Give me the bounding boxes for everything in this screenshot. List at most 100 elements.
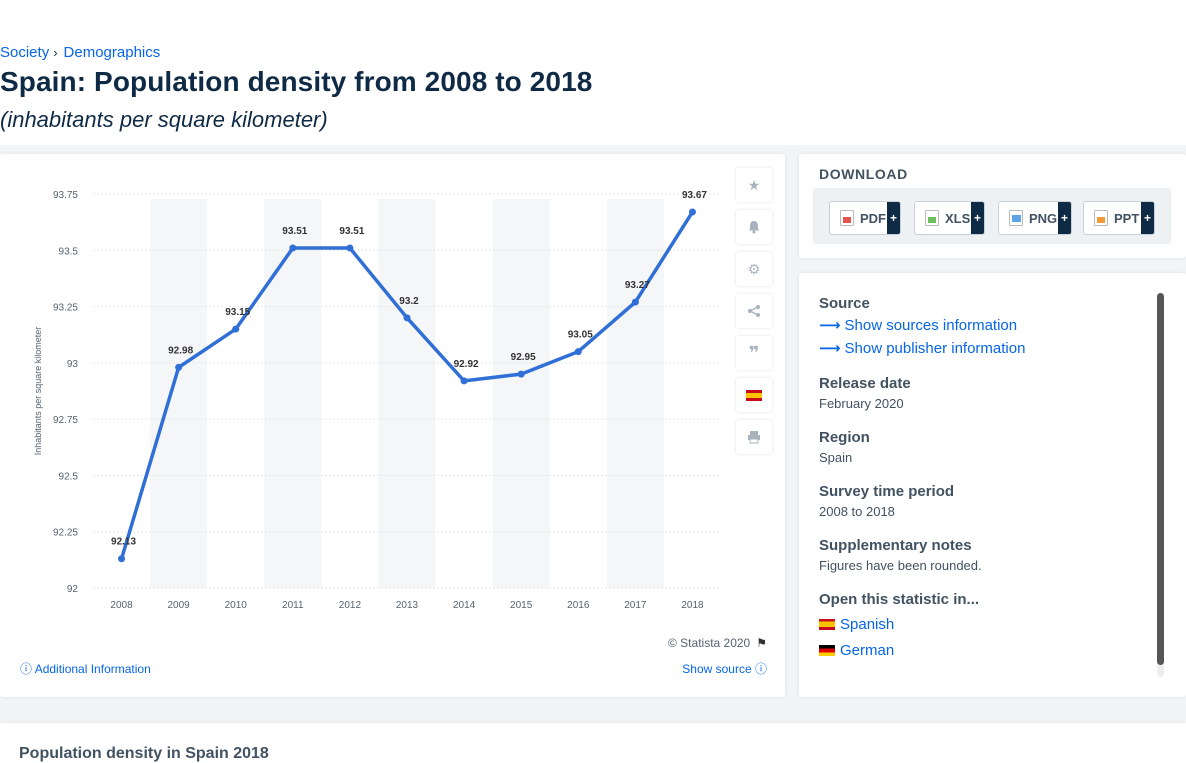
info-icon: ⓘ — [754, 662, 767, 676]
source-heading: Source — [819, 295, 870, 312]
chart-card: 92 92.25 92.5 92.75 93 93.25 93.5 93.75 2008 2009… — [0, 154, 785, 697]
y-tick-label: 93.25 — [53, 303, 78, 314]
gear-icon[interactable]: ⚙ — [736, 252, 772, 286]
scrollbar-thumb[interactable] — [1157, 293, 1164, 665]
survey-period-value: 2008 to 2018 — [819, 504, 895, 519]
column-band — [378, 199, 436, 588]
x-tick-label: 2016 — [567, 600, 590, 611]
x-tick-label: 2012 — [339, 600, 362, 611]
data-point — [574, 348, 582, 356]
share-icon[interactable] — [736, 294, 772, 328]
page-subtitle: (inhabitants per square kilometer) — [0, 107, 328, 132]
x-tick-label: 2013 — [396, 600, 419, 611]
data-label: 93.27 — [625, 280, 650, 291]
open-in-german-link[interactable]: German — [819, 642, 1159, 659]
column-band — [606, 199, 664, 588]
statista-credit: © Statista 2020 ⚑ — [668, 636, 767, 650]
download-card: DOWNLOAD PDF + XLS + PNG + PPT + — [799, 154, 1186, 258]
spain-flag-icon[interactable] — [736, 378, 772, 412]
pdf-file-icon — [840, 210, 854, 226]
column-band — [492, 199, 550, 588]
data-point — [118, 555, 126, 563]
region-value: Spain — [819, 450, 853, 465]
y-tick-label: 93 — [67, 359, 79, 370]
data-label: 93.51 — [339, 226, 364, 237]
germany-flag-icon — [819, 645, 835, 656]
supplementary-notes-value: Figures have been rounded. — [819, 558, 982, 573]
show-sources-label: Show sources information — [844, 317, 1018, 334]
info-content: Source ⟶ Show sources information ⟶ Show p… — [819, 295, 1159, 668]
x-tick-label: 2010 — [225, 600, 248, 611]
x-tick-label: 2017 — [624, 600, 647, 611]
data-point — [688, 208, 696, 216]
breadcrumb-demographics[interactable]: Demographics — [63, 44, 161, 61]
x-tick-label: 2008 — [110, 600, 133, 611]
xls-plus-icon: + — [971, 202, 984, 234]
quote-icon[interactable]: ❞ — [736, 336, 772, 370]
download-png-button[interactable]: PNG + — [998, 201, 1072, 235]
spain-flag-icon — [819, 619, 835, 630]
breadcrumb-separator: › — [53, 45, 58, 60]
download-pdf-button[interactable]: PDF + — [829, 201, 901, 235]
show-sources-link[interactable]: ⟶ Show sources information — [819, 316, 1159, 334]
data-point — [631, 298, 639, 306]
data-label: 92.13 — [111, 537, 136, 548]
y-tick-label: 93.5 — [59, 246, 79, 257]
x-tick-label: 2014 — [453, 600, 476, 611]
show-source-link[interactable]: Show source ⓘ — [682, 660, 767, 677]
download-ppt-label: PPT — [1114, 210, 1140, 226]
related-title: Population density in Spain 2018 — [19, 745, 269, 762]
star-icon[interactable]: ★ — [736, 168, 772, 202]
data-label: 92.95 — [511, 352, 536, 363]
x-tick-label: 2011 — [282, 600, 304, 611]
arrow-right-icon: ⟶ — [819, 317, 841, 334]
arrow-right-icon: ⟶ — [819, 340, 841, 357]
report-flag-icon[interactable]: ⚑ — [756, 636, 767, 650]
print-icon[interactable] — [736, 420, 772, 454]
column-band — [264, 199, 322, 588]
survey-period-heading: Survey time period — [819, 483, 955, 500]
download-title: DOWNLOAD — [819, 166, 908, 182]
ppt-file-icon — [1094, 210, 1108, 226]
statistic-info-card: Source ⟶ Show sources information ⟶ Show p… — [799, 273, 1186, 697]
data-label: 93.05 — [568, 330, 593, 341]
breadcrumb-society[interactable]: Society — [0, 44, 50, 61]
download-png-label: PNG — [1029, 210, 1058, 226]
ppt-plus-icon: + — [1141, 202, 1154, 234]
release-date-heading: Release date — [819, 375, 911, 392]
download-buttons: PDF + XLS + PNG + PPT + — [813, 188, 1171, 244]
release-date-value: February 2020 — [819, 396, 904, 411]
data-label: 92.98 — [168, 345, 193, 356]
show-publisher-label: Show publisher information — [844, 340, 1026, 357]
additional-info-link[interactable]: ⓘ Additional Information — [20, 660, 151, 677]
download-ppt-button[interactable]: PPT + — [1083, 201, 1155, 235]
german-label: German — [840, 642, 895, 659]
data-point — [232, 325, 240, 333]
spanish-label: Spanish — [840, 616, 895, 633]
related-card: Population density in Spain 2018 — [0, 723, 1186, 763]
breadcrumb: Society › Demographics — [0, 44, 160, 61]
y-tick-label: 92.25 — [53, 528, 78, 539]
x-tick-label: 2009 — [168, 600, 191, 611]
data-label: 93.51 — [282, 226, 307, 237]
header-area — [0, 0, 1186, 145]
data-label: 93.15 — [225, 307, 250, 318]
credit-text: © Statista 2020 — [668, 636, 751, 650]
supplementary-notes-heading: Supplementary notes — [819, 537, 972, 554]
data-label: 93.2 — [399, 296, 419, 307]
pdf-plus-icon: + — [887, 202, 900, 234]
column-band — [150, 199, 208, 588]
data-point — [289, 244, 297, 252]
y-axis-label: Inhabitants per square kilometer — [33, 327, 43, 456]
y-tick-label: 92.75 — [53, 415, 78, 426]
show-publisher-link[interactable]: ⟶ Show publisher information — [819, 339, 1159, 357]
additional-info-label: Additional Information — [34, 662, 151, 676]
download-xls-label: XLS — [945, 210, 971, 226]
bell-icon[interactable] — [736, 210, 772, 244]
download-xls-button[interactable]: XLS + — [914, 201, 985, 235]
data-point — [346, 244, 354, 252]
data-label: 93.67 — [682, 190, 707, 201]
open-in-spanish-link[interactable]: Spanish — [819, 616, 1159, 633]
data-point — [517, 370, 525, 378]
y-tick-label: 93.75 — [53, 190, 78, 201]
